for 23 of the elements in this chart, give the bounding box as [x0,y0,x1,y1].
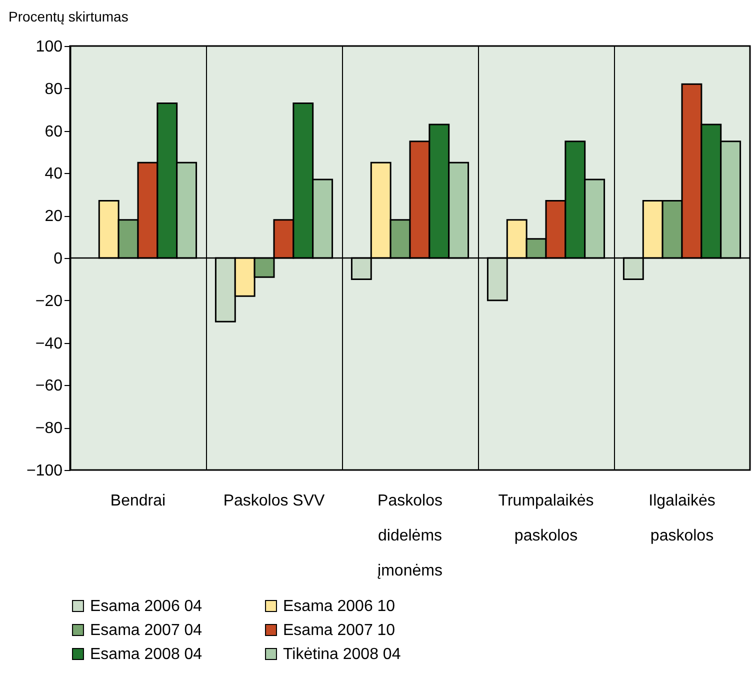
y-tick-label: −20 [35,292,63,310]
y-tick-label: −80 [35,420,63,438]
legend-label: Esama 2006 10 [283,598,396,615]
x-tick-label: Ilgalaikės paskolos [648,492,716,544]
y-tick-label: 80 [44,80,63,98]
legend-label: Esama 2007 04 [90,622,202,639]
y-tick-label: 0 [54,250,63,268]
legend-label: Esama 2007 10 [283,622,396,639]
x-tick-label: Paskolos didelėms įmonėms [378,492,442,580]
y-tick-label: 60 [44,123,63,140]
y-tick-label: 20 [44,208,63,226]
y-tick-label: −60 [35,378,63,395]
legend-label: Tikėtina 2008 04 [283,646,401,663]
y-tick-label: −40 [35,335,63,352]
x-tick-label: Paskolos SVV [223,492,326,510]
x-tick-label: Trumpalaikės paskolos [498,492,594,544]
y-axis-title: Procentų skirtumas [8,8,128,24]
y-tick-label: −100 [26,462,63,480]
y-tick-label: 100 [36,38,63,56]
legend-label: Esama 2006 04 [90,598,202,615]
legend-label: Esama 2008 04 [90,646,202,663]
x-tick-label: Bendrai [110,492,166,510]
y-tick-label: 40 [44,166,63,183]
